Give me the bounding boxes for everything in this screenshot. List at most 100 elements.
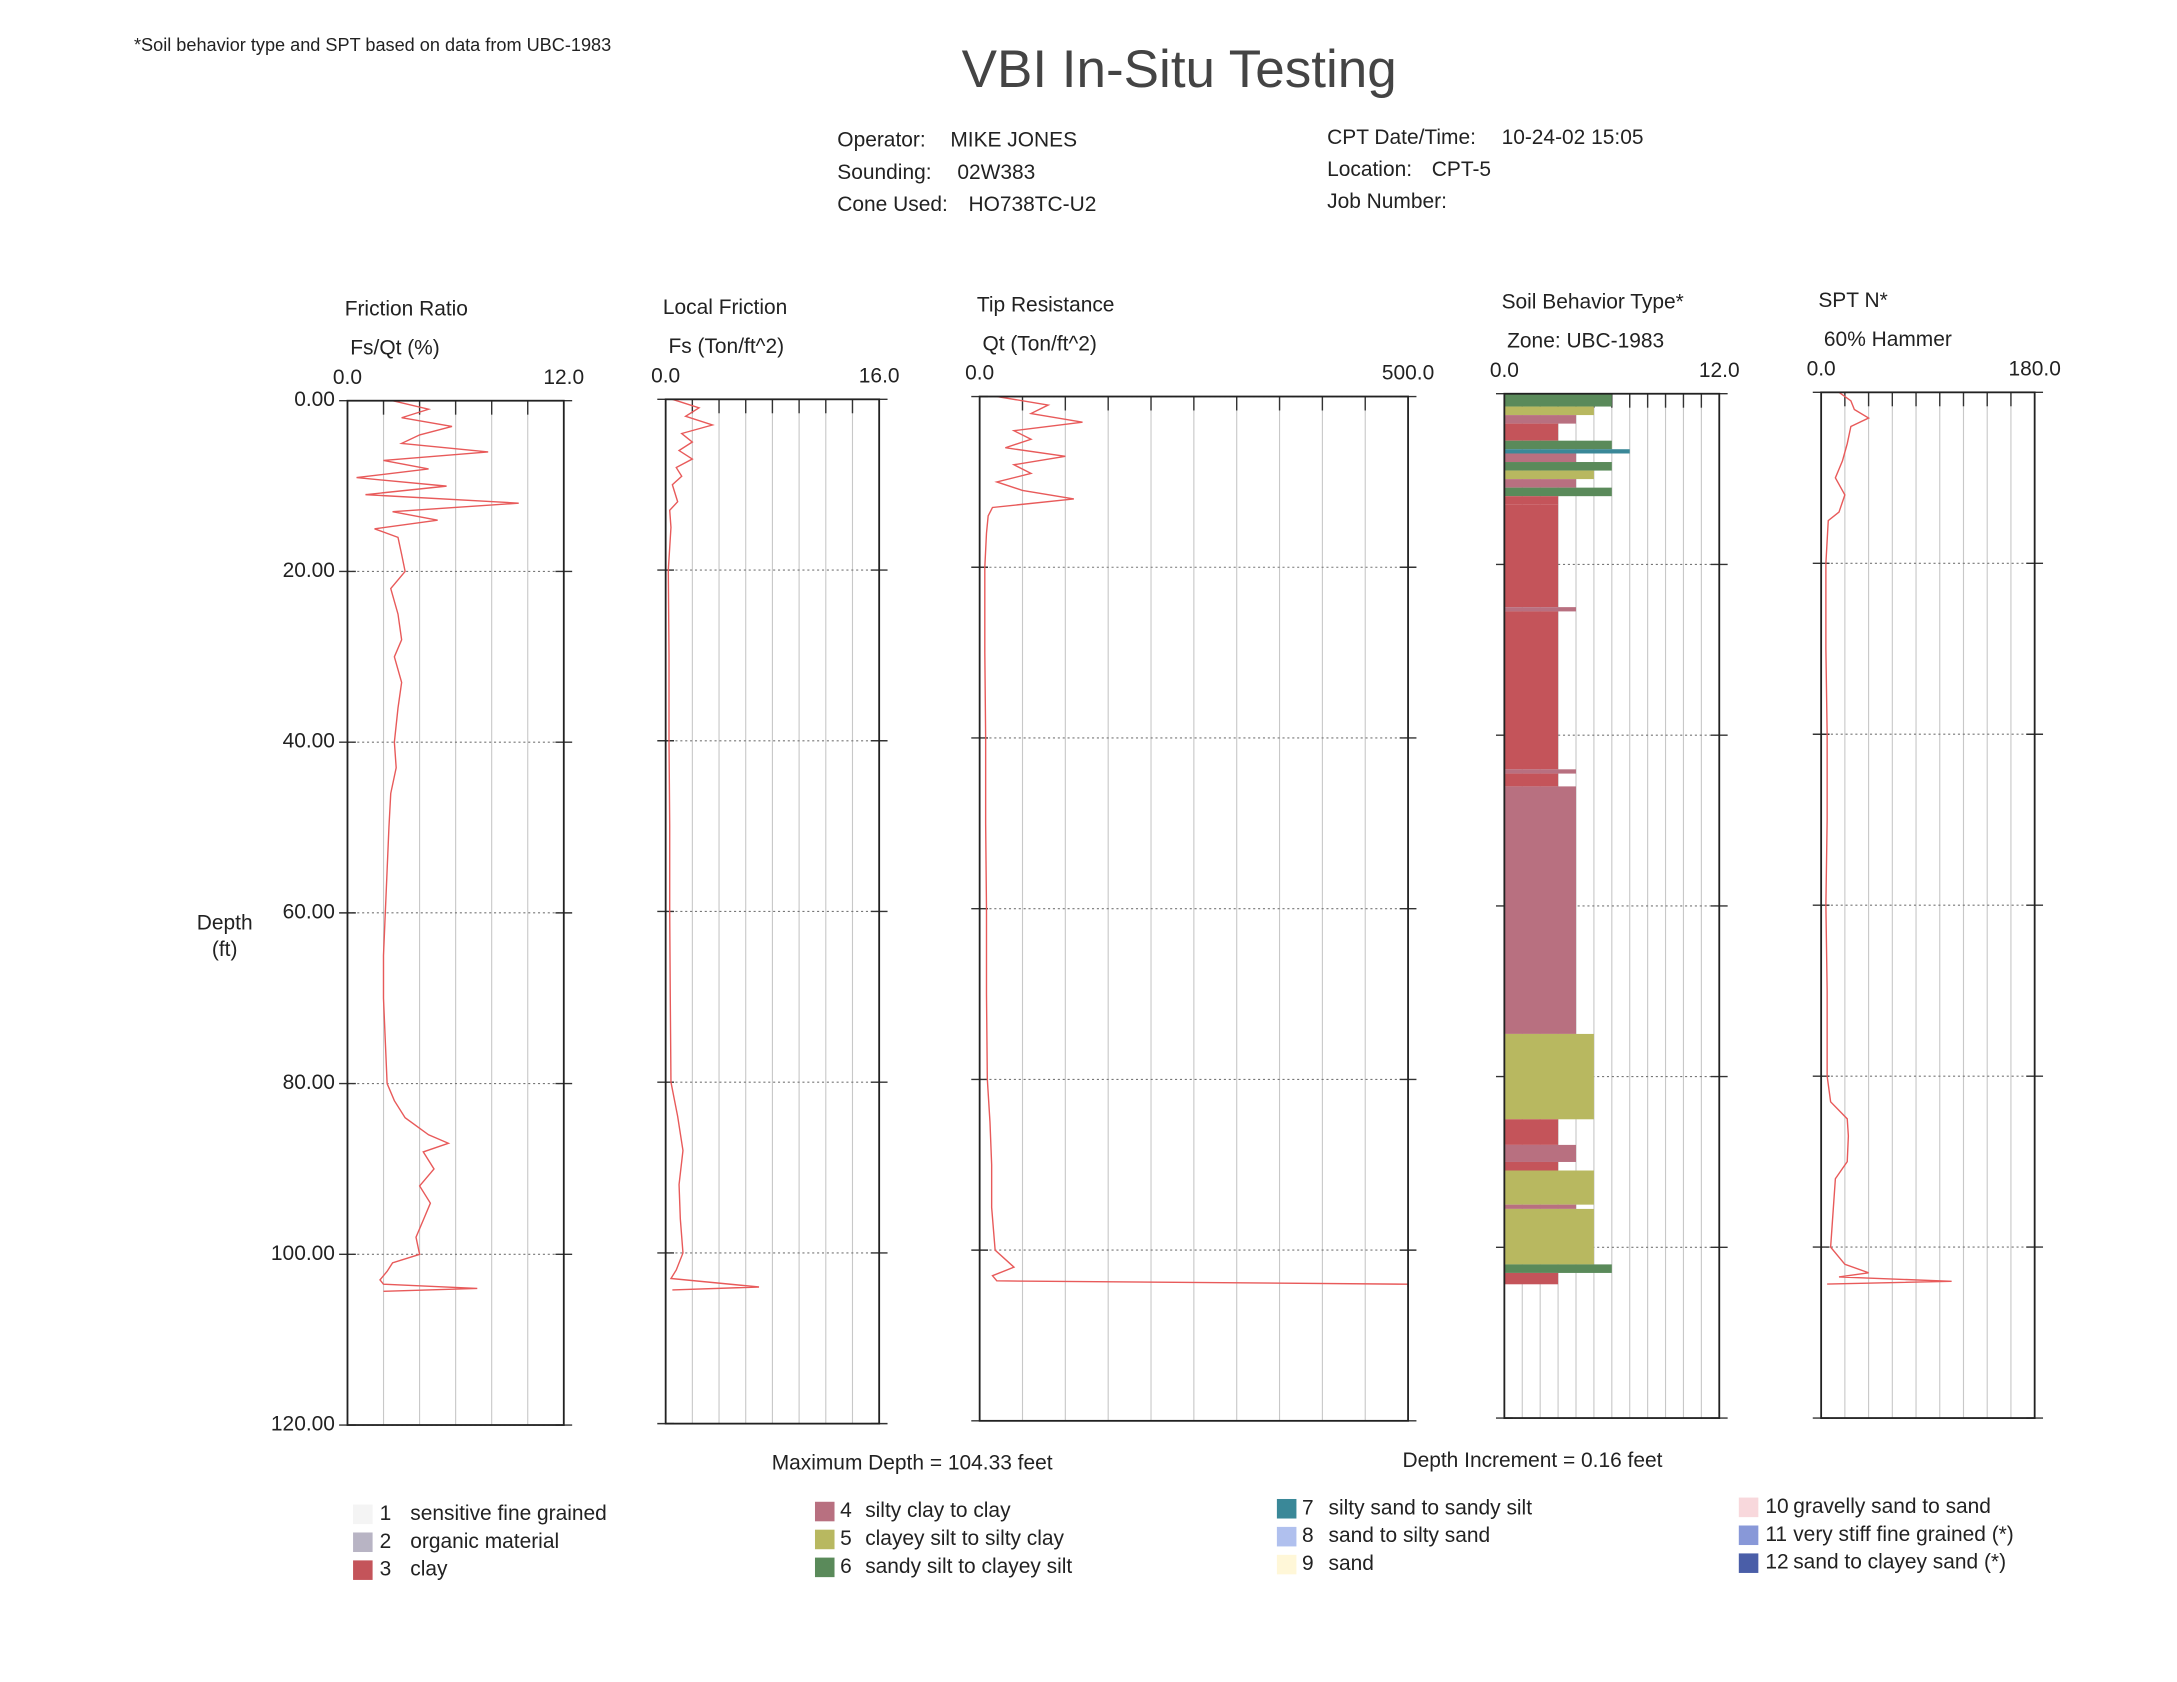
legend-swatch <box>353 1504 373 1525</box>
x-tick-label: 16.0 <box>859 365 900 388</box>
panel-subtitle: Zone: UBC-1983 <box>1507 330 1664 353</box>
note: *Soil behavior type and SPT based on dat… <box>134 35 611 55</box>
y-tick-label: 120.00 <box>271 1413 335 1436</box>
zone-bar <box>1504 415 1576 424</box>
depth-increment: Depth Increment = 0.16 feet <box>1402 1449 1662 1472</box>
data-line <box>1825 391 1952 1285</box>
zone-bar <box>1504 487 1612 497</box>
panel-title: Local Friction <box>663 296 787 319</box>
zone-bar <box>1504 1204 1576 1209</box>
panel-title: Friction Ratio <box>345 298 468 321</box>
panel-title: Tip Resistance <box>977 293 1115 316</box>
panel-subtitle: 60% Hammer <box>1824 328 1952 351</box>
legend-swatch <box>1738 1497 1759 1518</box>
legend-swatch <box>1276 1526 1297 1547</box>
x-tick-label: 0.0 <box>651 365 680 388</box>
max-depth: Maximum Depth = 104.33 feet <box>772 1452 1053 1475</box>
zone-bar <box>1504 607 1576 612</box>
legend-label: clayey silt to silty clay <box>865 1527 1064 1550</box>
legend-label: very stiff fine grained (*) <box>1793 1523 2014 1546</box>
panel-subtitle: Qt (Ton/ft^2) <box>982 332 1096 355</box>
field-value: 02W383 <box>957 161 1035 184</box>
panel-title: SPT N* <box>1818 289 1887 312</box>
x-tick-label: 0.0 <box>1490 359 1519 382</box>
legend-number: 6 <box>840 1555 852 1578</box>
data-line <box>356 400 519 1293</box>
legend-label: sand to clayey sand (*) <box>1793 1551 2006 1574</box>
legend-number: 10 <box>1765 1495 1788 1518</box>
field-value: 10-24-02 15:05 <box>1502 126 1644 149</box>
y-axis-label: (ft) <box>212 938 238 961</box>
field-label: Sounding: <box>837 161 931 184</box>
legend-swatch <box>814 1557 835 1578</box>
zone-bar <box>1504 1264 1612 1273</box>
legend-label: sandy silt to clayey silt <box>865 1555 1072 1578</box>
zone-bar <box>1504 786 1576 1034</box>
legend-number: 8 <box>1302 1524 1314 1547</box>
zone-bar <box>1504 773 1559 787</box>
legend-swatch <box>1738 1525 1759 1546</box>
y-tick-label: 0.00 <box>294 388 335 411</box>
y-tick-label: 80.00 <box>283 1071 335 1094</box>
legend-number: 9 <box>1302 1552 1314 1575</box>
zone-bar <box>1504 496 1559 505</box>
x-tick-label: 12.0 <box>543 366 584 389</box>
panel-frame <box>346 399 565 1426</box>
x-tick-label: 500.0 <box>1382 362 1434 385</box>
panel-frame <box>978 395 1409 1422</box>
data-line <box>667 398 760 1291</box>
legend-number: 7 <box>1302 1496 1314 1519</box>
legend-label: sand to silty sand <box>1329 1524 1491 1547</box>
legend-label: gravelly sand to sand <box>1793 1495 1991 1518</box>
legend-number: 4 <box>840 1499 852 1522</box>
x-tick-label: 12.0 <box>1699 359 1740 382</box>
zone-bar <box>1504 423 1559 441</box>
zone-bar <box>1504 1161 1559 1171</box>
zone-bar <box>1504 449 1630 454</box>
zone-bar <box>1504 393 1612 407</box>
legend-swatch <box>1738 1553 1759 1573</box>
zone-bar <box>1504 504 1559 608</box>
legend-swatch <box>1276 1554 1297 1575</box>
zone-bar <box>1504 479 1576 488</box>
panel-frame <box>664 398 881 1425</box>
legend-label: silty sand to sandy silt <box>1329 1496 1533 1519</box>
legend-label: clay <box>410 1558 448 1581</box>
legend-label: silty clay to clay <box>865 1499 1011 1522</box>
panel-frame <box>1503 392 1721 1419</box>
zone-bar <box>1504 470 1594 480</box>
field-value: MIKE JONES <box>950 129 1077 152</box>
zone-bar <box>1504 1208 1594 1265</box>
x-tick-label: 180.0 <box>2008 358 2060 381</box>
field-label: Location: <box>1327 158 1412 181</box>
zone-bar <box>1504 1144 1576 1162</box>
legend-label: sand <box>1329 1552 1374 1575</box>
zone-bar <box>1504 453 1576 463</box>
field-value: HO738TC-U2 <box>968 193 1096 216</box>
legend-number: 2 <box>380 1530 392 1553</box>
y-tick-label: 40.00 <box>283 730 335 753</box>
zone-bar <box>1504 1272 1559 1285</box>
zone-bar <box>1504 440 1612 450</box>
panel-title: Soil Behavior Type* <box>1502 291 1684 314</box>
legend-number: 12 <box>1765 1551 1788 1574</box>
field-label: Job Number: <box>1327 190 1447 213</box>
zone-bar <box>1504 769 1576 774</box>
legend-swatch <box>353 1560 373 1580</box>
legend-label: organic material <box>410 1530 559 1553</box>
legend-swatch <box>353 1532 373 1553</box>
zone-bar <box>1504 406 1594 416</box>
x-tick-label: 0.0 <box>333 366 362 389</box>
zone-bar <box>1504 1119 1559 1145</box>
field-value: CPT-5 <box>1432 158 1491 181</box>
zone-bar <box>1504 1033 1594 1120</box>
y-tick-label: 20.00 <box>283 559 335 582</box>
legend-swatch <box>814 1501 835 1522</box>
legend-swatch <box>1276 1498 1297 1519</box>
legend-swatch <box>814 1529 835 1550</box>
x-tick-label: 0.0 <box>1807 358 1836 381</box>
legend-label: sensitive fine grained <box>410 1502 607 1525</box>
panel-subtitle: Fs (Ton/ft^2) <box>668 335 784 358</box>
field-label: CPT Date/Time: <box>1327 126 1476 149</box>
